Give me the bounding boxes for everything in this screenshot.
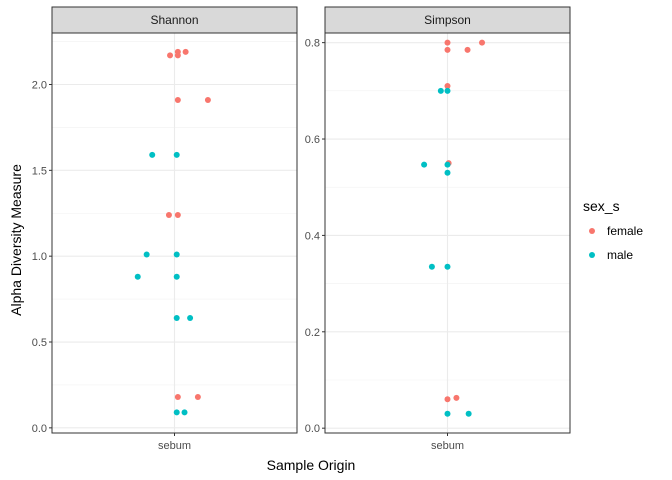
- x-tick-label-shannon: sebum: [158, 440, 191, 452]
- data-point-shannon-female: [174, 393, 181, 400]
- y-tick-label-shannon: 0.5: [32, 337, 47, 349]
- legend-key-male: [589, 252, 595, 258]
- data-point-shannon-female: [174, 211, 181, 218]
- data-point-simpson-male: [437, 87, 444, 94]
- data-point-simpson-female: [444, 396, 451, 403]
- data-point-simpson-male: [465, 410, 472, 417]
- data-point-shannon-male: [134, 273, 141, 280]
- panel-border-simpson: [324, 32, 571, 434]
- data-point-simpson-male: [444, 169, 451, 176]
- y-tick-label-shannon: 1.5: [32, 165, 47, 177]
- data-point-shannon-female: [174, 52, 181, 59]
- data-point-shannon-female: [165, 211, 172, 218]
- data-point-shannon-male: [173, 409, 180, 416]
- x-axis-title: Sample Origin: [267, 457, 356, 473]
- data-point-simpson-male: [421, 161, 428, 168]
- data-point-simpson-female: [453, 394, 460, 401]
- data-point-shannon-male: [173, 314, 180, 321]
- data-point-shannon-male: [149, 151, 156, 158]
- data-point-simpson-female: [464, 46, 471, 53]
- y-tick-label-shannon: 2.0: [32, 80, 47, 92]
- data-point-shannon-male: [173, 251, 180, 258]
- y-tick-label-simpson: 0.6: [305, 134, 320, 146]
- data-point-shannon-female: [204, 96, 211, 103]
- y-axis-title: Alpha Diversity Measure: [8, 164, 24, 316]
- y-tick-label-simpson: 0.8: [305, 38, 320, 50]
- data-point-shannon-female: [167, 52, 174, 59]
- data-point-shannon-female: [182, 48, 189, 55]
- data-point-shannon-male: [181, 409, 188, 416]
- legend-title: sex_s: [583, 198, 620, 214]
- data-point-shannon-male: [173, 151, 180, 158]
- x-tick-label-simpson: sebum: [431, 440, 464, 452]
- data-point-simpson-male: [444, 263, 451, 270]
- data-point-simpson-female: [444, 83, 451, 90]
- y-tick-label-simpson: 0.0: [305, 423, 320, 435]
- y-tick-label-shannon: 1.0: [32, 251, 47, 263]
- data-point-shannon-female: [174, 96, 181, 103]
- y-tick-label-simpson: 0.4: [305, 230, 320, 242]
- data-point-simpson-male: [444, 87, 451, 94]
- legend-label-female: female: [607, 224, 643, 238]
- data-point-simpson-female: [479, 39, 486, 46]
- data-point-simpson-male: [444, 161, 451, 168]
- facet-strip-shannon: [51, 6, 298, 34]
- data-point-simpson-male: [428, 263, 435, 270]
- data-point-shannon-female: [194, 393, 201, 400]
- data-point-shannon-male: [173, 273, 180, 280]
- data-point-shannon-male: [143, 251, 150, 258]
- panel-border-shannon: [51, 32, 298, 434]
- facet-title-simpson: Simpson: [424, 13, 471, 27]
- facet-strip-simpson: [324, 6, 571, 34]
- y-tick-label-shannon: 0.0: [32, 423, 47, 435]
- data-point-simpson-female: [444, 39, 451, 46]
- data-point-shannon-male: [187, 314, 194, 321]
- legend-key-female: [589, 228, 595, 234]
- legend-label-male: male: [607, 248, 633, 262]
- y-tick-label-simpson: 0.2: [305, 327, 320, 339]
- data-point-simpson-male: [444, 410, 451, 417]
- facet-title-shannon: Shannon: [150, 13, 198, 27]
- data-point-simpson-female: [444, 46, 451, 53]
